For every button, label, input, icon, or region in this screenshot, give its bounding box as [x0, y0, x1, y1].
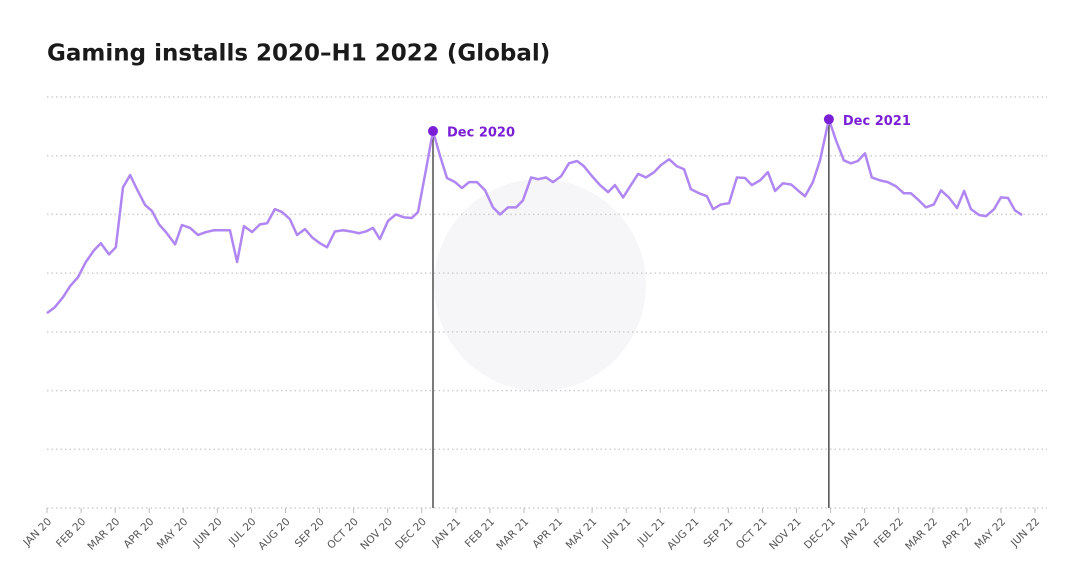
- x-tick-label: OCT 20: [325, 516, 361, 552]
- x-tick-label: MAY 20: [155, 516, 191, 552]
- x-tick-label: FEB 22: [872, 516, 906, 550]
- x-tick-label: JUL 20: [226, 516, 259, 549]
- x-tick-label: JUN 20: [190, 516, 224, 550]
- x-tick-label: OCT 21: [734, 516, 770, 552]
- x-tick-label: DEC 20: [393, 516, 429, 552]
- annotation-marker: [428, 126, 439, 137]
- x-tick-label: APR 21: [530, 516, 565, 551]
- x-tick-label: JUL 21: [635, 516, 668, 549]
- x-tick-label: DEC 21: [802, 516, 838, 552]
- x-tick-label: NOV 21: [767, 516, 804, 553]
- x-tick-label: APR 20: [121, 516, 156, 551]
- x-tick-label: FEB 21: [463, 516, 497, 550]
- x-tick-label: JAN 20: [21, 516, 55, 550]
- x-tick-label: AUG 21: [665, 516, 702, 553]
- x-tick-label: NOV 20: [358, 516, 395, 553]
- x-tick-label: JUN 22: [1008, 516, 1042, 550]
- x-tick-label: MAR 20: [85, 516, 122, 553]
- x-tick-label: MAR 22: [903, 516, 940, 553]
- x-tick-label: MAR 21: [494, 516, 531, 553]
- chart-title: Gaming installs 2020–H1 2022 (Global): [47, 41, 550, 67]
- x-tick-label: AUG 20: [256, 516, 293, 553]
- x-tick-label: SEP 21: [701, 516, 735, 550]
- series-line: [46, 118, 1023, 315]
- x-tick-label: FEB 20: [54, 516, 88, 550]
- x-tick-label: MAY 22: [972, 516, 1008, 552]
- watermark: [434, 179, 646, 391]
- annotation-label: Dec 2021: [843, 114, 911, 129]
- x-tick-label: MAY 21: [564, 516, 600, 552]
- annotation-label: Dec 2020: [447, 126, 515, 141]
- x-tick-label: JAN 22: [838, 516, 872, 550]
- annotation-marker: [823, 114, 834, 125]
- x-tick-label: APR 22: [939, 516, 974, 551]
- x-tick-label: JUN 21: [599, 516, 633, 550]
- x-tick-label: JAN 21: [429, 516, 463, 550]
- x-tick-label: SEP 20: [293, 516, 327, 550]
